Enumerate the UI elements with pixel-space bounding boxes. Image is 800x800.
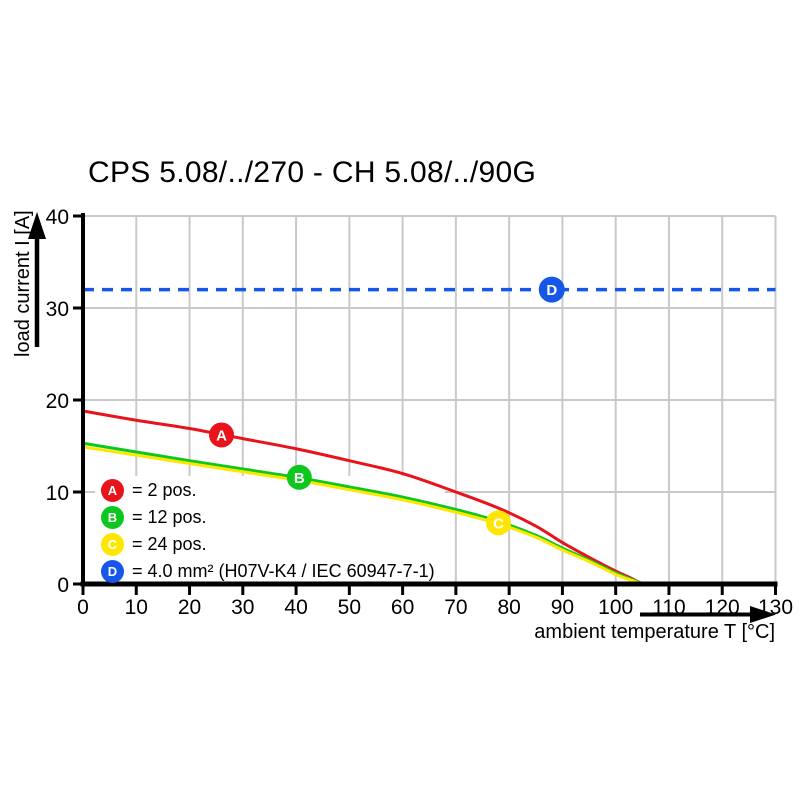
marker-letter-a: A bbox=[216, 427, 227, 444]
x-tick-label: 20 bbox=[178, 596, 201, 619]
marker-letter-b: B bbox=[294, 470, 305, 487]
marker-c bbox=[486, 510, 511, 536]
marker-letter-d: D bbox=[546, 282, 557, 299]
y-axis-arrow-icon bbox=[28, 212, 46, 239]
chart-title: CPS 5.08/../270 - CH 5.08/../90G bbox=[88, 156, 537, 189]
x-tick-label: 40 bbox=[284, 596, 307, 619]
y-tick-label: 30 bbox=[46, 298, 69, 321]
marker-b bbox=[286, 464, 312, 490]
marker-letter-c: C bbox=[493, 515, 504, 532]
legend-item-c: C = 24 pos. bbox=[101, 531, 435, 558]
x-tick-label: 60 bbox=[391, 596, 414, 619]
curve-a bbox=[82, 409, 644, 586]
legend-label-c: = 24 pos. bbox=[132, 534, 207, 554]
x-tick-label: 50 bbox=[338, 596, 361, 619]
y-tick-label: 10 bbox=[46, 482, 69, 505]
x-tick-label: 80 bbox=[497, 596, 520, 619]
legend-swatch-c-icon: C bbox=[101, 533, 124, 556]
x-tick-label: 0 bbox=[77, 596, 89, 619]
marker-d bbox=[538, 276, 565, 303]
legend-swatch-a-icon: A bbox=[101, 479, 124, 502]
y-tick-label: 20 bbox=[46, 390, 69, 413]
x-axis-arrow-icon bbox=[750, 606, 776, 623]
chart-legend: A = 2 pos. B = 12 pos. C = 24 pos. D = 4… bbox=[101, 477, 435, 585]
legend-label-b: = 12 pos. bbox=[132, 507, 207, 527]
legend-label-d: = 4.0 mm² (H07V-K4 / IEC 60947-7-1) bbox=[132, 561, 435, 581]
marker-a bbox=[209, 422, 234, 448]
x-axis-label: ambient temperature T [°C] bbox=[534, 621, 775, 643]
legend-label-a: = 2 pos. bbox=[132, 480, 197, 500]
legend-item-b: B = 12 pos. bbox=[101, 504, 435, 531]
x-tick-label: 90 bbox=[551, 596, 574, 619]
y-tick-label: 40 bbox=[46, 206, 69, 229]
x-tick-label: 70 bbox=[444, 596, 467, 619]
legend-swatch-d-icon: D bbox=[101, 560, 124, 583]
y-axis-label: load current I [A] bbox=[12, 210, 34, 357]
y-tick-label: 0 bbox=[57, 574, 69, 597]
x-tick-label: 30 bbox=[231, 596, 254, 619]
x-tick-label: 100 bbox=[598, 596, 633, 619]
curve-c bbox=[82, 445, 643, 586]
legend-swatch-b-icon: B bbox=[101, 506, 124, 529]
x-tick-label: 10 bbox=[125, 596, 148, 619]
legend-item-a: A = 2 pos. bbox=[101, 477, 435, 504]
legend-item-d: D = 4.0 mm² (H07V-K4 / IEC 60947-7-1) bbox=[101, 558, 435, 585]
